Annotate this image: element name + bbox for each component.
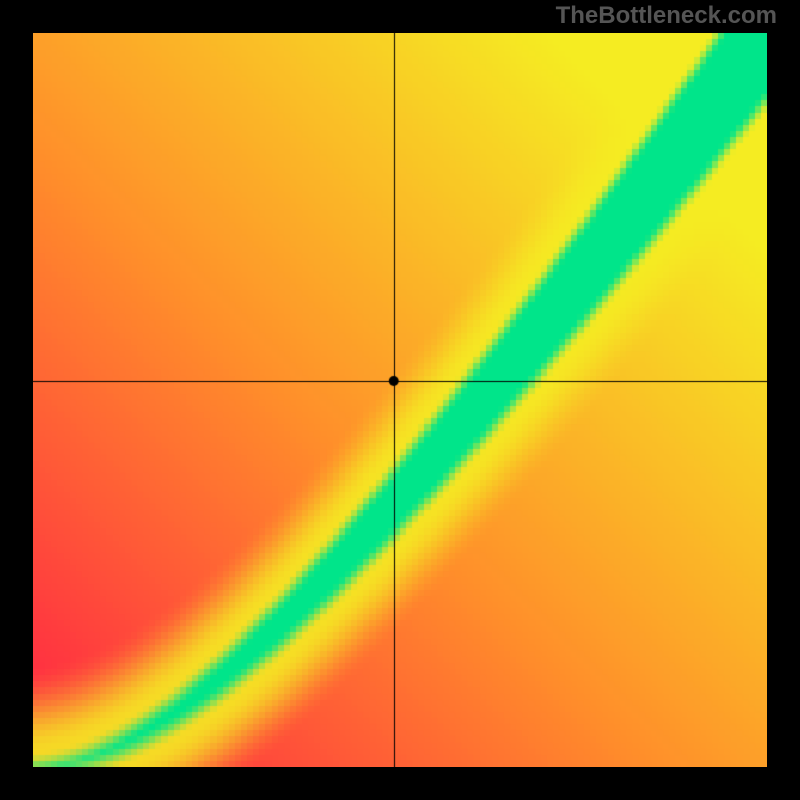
watermark-text: TheBottleneck.com [556,2,777,30]
bottleneck-heatmap [33,33,767,767]
chart-container: TheBottleneck.com [0,0,800,800]
